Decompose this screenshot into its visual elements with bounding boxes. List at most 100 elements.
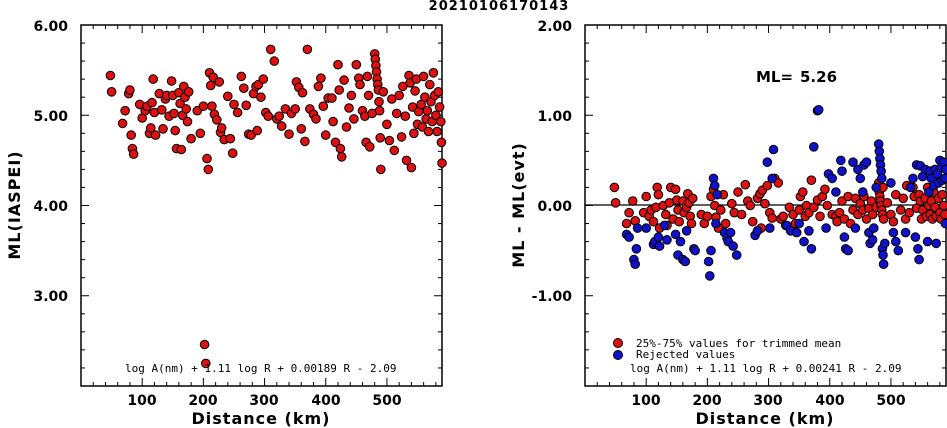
left-accepted-point bbox=[186, 133, 196, 144]
left-accepted-point bbox=[349, 114, 359, 124]
right-rejected-point bbox=[821, 223, 831, 233]
left-accepted-point bbox=[428, 68, 439, 78]
right-rejected-point bbox=[662, 235, 672, 245]
left-accepted-point bbox=[227, 148, 238, 158]
left-accepted-point bbox=[150, 130, 161, 140]
left-accepted-point bbox=[269, 56, 280, 66]
right-rejected-point bbox=[641, 223, 652, 233]
left-accepted-point bbox=[400, 111, 411, 121]
right-rejected-point bbox=[867, 235, 878, 245]
left-accepted-point bbox=[344, 103, 354, 113]
left-tick-marks bbox=[81, 25, 442, 386]
right-rejected-point bbox=[839, 232, 850, 242]
right-rejected-point bbox=[813, 105, 824, 115]
right-rejected-point bbox=[680, 256, 691, 267]
left-accepted-point bbox=[182, 116, 193, 127]
right-accepted-point bbox=[720, 218, 731, 229]
right-accepted-point bbox=[898, 193, 909, 204]
right-rejected-point bbox=[922, 236, 933, 247]
left-accepted-point bbox=[418, 71, 429, 82]
right-rejected-point bbox=[888, 227, 899, 238]
left-accepted-point bbox=[158, 124, 168, 134]
right-rejected-point bbox=[681, 226, 692, 236]
left-accepted-point bbox=[181, 104, 191, 114]
right-rejected-point bbox=[806, 244, 817, 254]
left-accepted-point bbox=[302, 44, 313, 55]
left-accepted-point bbox=[432, 126, 442, 137]
right-accepted-point bbox=[937, 189, 947, 200]
left-accepted-point bbox=[436, 137, 447, 148]
right-rejected-point bbox=[878, 250, 888, 260]
right-accepted-point bbox=[624, 207, 634, 218]
left-accepted-point bbox=[300, 136, 310, 147]
right-rejected-point bbox=[931, 238, 942, 249]
left-accepted-point bbox=[327, 93, 337, 103]
left-accepted-point bbox=[311, 114, 321, 124]
right-rejected-point bbox=[624, 232, 634, 242]
left-accepted-point bbox=[396, 132, 407, 142]
right-x-tick-label: 200 bbox=[692, 393, 721, 409]
left-accepted-point bbox=[297, 87, 308, 98]
left-accepted-point bbox=[199, 339, 210, 350]
right-accepted-point bbox=[794, 205, 805, 215]
left-x-tick-label: 100 bbox=[127, 393, 156, 409]
left-accepted-point bbox=[346, 90, 357, 101]
right-accepted-point bbox=[806, 175, 817, 185]
right-accepted-point bbox=[904, 207, 915, 218]
left-accepted-point bbox=[409, 128, 419, 139]
right-accepted-point bbox=[822, 200, 833, 211]
left-x-tick-label: 500 bbox=[372, 393, 401, 409]
left-accepted-point bbox=[276, 121, 287, 131]
right-accepted-point bbox=[895, 205, 906, 215]
right-rejected-point bbox=[670, 229, 681, 240]
left-accepted-point bbox=[183, 87, 194, 97]
right-accepted-point bbox=[609, 182, 620, 193]
right-accepted-point bbox=[653, 189, 664, 200]
right-rejected-point bbox=[690, 245, 700, 256]
left-accepted-point bbox=[406, 162, 417, 173]
right-rejected-point bbox=[905, 182, 916, 193]
right-accepted-point bbox=[798, 187, 808, 197]
right-accepted-point bbox=[888, 216, 899, 227]
left-accepted-point bbox=[365, 142, 375, 152]
right-formula: log A(nm) + 1.11 log R + 0.00241 R - 2.0… bbox=[630, 362, 902, 375]
left-accepted-point bbox=[316, 73, 326, 83]
left-accepted-point bbox=[391, 108, 402, 119]
right-accepted-point bbox=[882, 198, 893, 208]
left-y-tick-label: 3.00 bbox=[33, 289, 68, 305]
right-rejected-point bbox=[878, 259, 889, 270]
left-accepted-point bbox=[328, 116, 338, 127]
left-accepted-point bbox=[225, 133, 236, 144]
right-accepted-point bbox=[641, 191, 652, 202]
right-rejected-point bbox=[836, 155, 846, 166]
left-accepted-point bbox=[117, 118, 128, 129]
left-accepted-point bbox=[166, 76, 177, 86]
right-rejected-point bbox=[654, 241, 665, 251]
left-accepted-point bbox=[333, 59, 343, 70]
left-accepted-point bbox=[330, 137, 341, 148]
left-formula: log A(nm) + 1.11 log R + 0.00189 R - 2.0… bbox=[125, 362, 397, 375]
left-accepted-point bbox=[105, 70, 116, 81]
right-accepted-point bbox=[938, 200, 947, 211]
right-x-tick-label: 300 bbox=[753, 393, 782, 409]
left-accepted-point bbox=[362, 71, 373, 82]
left-accepted-point bbox=[363, 90, 374, 101]
left-accepted-point bbox=[126, 130, 136, 140]
right-accepted-point bbox=[674, 216, 685, 227]
left-accepted-point bbox=[382, 119, 392, 130]
left-accepted-point bbox=[205, 80, 216, 91]
right-tick-marks bbox=[585, 25, 946, 386]
left-panel: 3.00 4.00 5.00 6.00 100 200 300 400 500 … bbox=[5, 19, 447, 428]
right-accepted-point bbox=[740, 179, 751, 190]
left-accepted-point bbox=[236, 71, 247, 82]
left-accepted-point bbox=[320, 130, 331, 140]
left-accepted-point bbox=[434, 102, 445, 112]
left-accepted-point bbox=[258, 74, 269, 84]
right-rejected-point bbox=[940, 173, 947, 184]
right-y-axis-label: ML - ML(evt) bbox=[509, 142, 528, 268]
left-accepted-point bbox=[198, 101, 209, 111]
left-accepted-point bbox=[106, 87, 117, 97]
left-accepted-point bbox=[334, 85, 345, 95]
left-accepted-point bbox=[436, 116, 446, 127]
right-x-tick-label: 400 bbox=[815, 393, 844, 409]
